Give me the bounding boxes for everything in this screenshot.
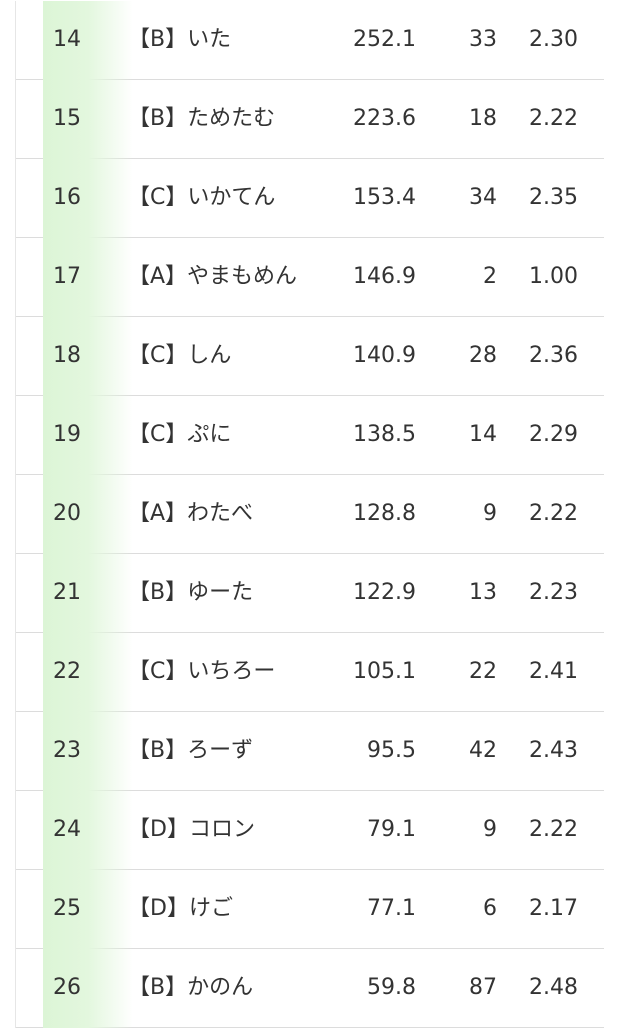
table-row: 21 【B】ゆーた 122.9 13 2.23 bbox=[16, 554, 604, 633]
score: 140.9 bbox=[353, 343, 416, 368]
average: 2.35 bbox=[529, 185, 578, 210]
rank: 21 bbox=[53, 580, 81, 605]
average: 2.17 bbox=[529, 896, 578, 921]
player-name: 【C】しん bbox=[128, 343, 232, 368]
count: 22 bbox=[469, 659, 497, 684]
rank: 26 bbox=[53, 975, 81, 1000]
player-name: 【C】いちろー bbox=[128, 659, 276, 684]
player-name: 【B】かのん bbox=[128, 975, 254, 1000]
average: 2.22 bbox=[529, 501, 578, 526]
count: 28 bbox=[469, 343, 497, 368]
player-name: 【D】けご bbox=[128, 896, 233, 921]
count: 9 bbox=[483, 817, 497, 842]
rank-highlight bbox=[43, 80, 133, 159]
rank: 14 bbox=[53, 27, 81, 52]
rank: 24 bbox=[53, 817, 81, 842]
score: 138.5 bbox=[353, 422, 416, 447]
score: 223.6 bbox=[353, 106, 416, 131]
score: 122.9 bbox=[353, 580, 416, 605]
rank-highlight bbox=[43, 554, 133, 633]
player-name: 【B】いた bbox=[128, 27, 232, 52]
average: 2.30 bbox=[529, 27, 578, 52]
table-row: 17 【A】やまもめん 146.9 2 1.00 bbox=[16, 238, 604, 317]
rank: 15 bbox=[53, 106, 81, 131]
average: 2.23 bbox=[529, 580, 578, 605]
count: 13 bbox=[469, 580, 497, 605]
count: 6 bbox=[483, 896, 497, 921]
table-row: 25 【D】けご 77.1 6 2.17 bbox=[16, 870, 604, 949]
rank: 20 bbox=[53, 501, 81, 526]
score: 146.9 bbox=[353, 264, 416, 289]
count: 33 bbox=[469, 27, 497, 52]
count: 87 bbox=[469, 975, 497, 1000]
average: 1.00 bbox=[529, 264, 578, 289]
count: 34 bbox=[469, 185, 497, 210]
table-row: 22 【C】いちろー 105.1 22 2.41 bbox=[16, 633, 604, 712]
average: 2.43 bbox=[529, 738, 578, 763]
player-name: 【A】やまもめん bbox=[128, 264, 298, 289]
score: 77.1 bbox=[367, 896, 416, 921]
player-name: 【D】コロン bbox=[128, 817, 255, 842]
average: 2.41 bbox=[529, 659, 578, 684]
table-row: 19 【C】ぷに 138.5 14 2.29 bbox=[16, 396, 604, 475]
rank-highlight bbox=[43, 1, 133, 80]
table-row: 14 【B】いた 252.1 33 2.30 bbox=[16, 1, 604, 80]
table-row: 24 【D】コロン 79.1 9 2.22 bbox=[16, 791, 604, 870]
score: 59.8 bbox=[367, 975, 416, 1000]
table-row: 18 【C】しん 140.9 28 2.36 bbox=[16, 317, 604, 396]
count: 14 bbox=[469, 422, 497, 447]
rank: 23 bbox=[53, 738, 81, 763]
rank-highlight bbox=[43, 949, 133, 1028]
rank-highlight bbox=[43, 238, 133, 317]
average: 2.22 bbox=[529, 817, 578, 842]
player-name: 【B】ためたむ bbox=[128, 106, 276, 131]
score: 252.1 bbox=[353, 27, 416, 52]
average: 2.29 bbox=[529, 422, 578, 447]
ranking-table: 14 【B】いた 252.1 33 2.30 15 【B】ためたむ 223.6 18 2.22 16… bbox=[15, 1, 604, 1028]
count: 2 bbox=[483, 264, 497, 289]
rank-highlight bbox=[43, 633, 133, 712]
rank: 19 bbox=[53, 422, 81, 447]
rank: 17 bbox=[53, 264, 81, 289]
score: 153.4 bbox=[353, 185, 416, 210]
count: 9 bbox=[483, 501, 497, 526]
player-name: 【C】いかてん bbox=[128, 185, 276, 210]
score: 79.1 bbox=[367, 817, 416, 842]
score: 105.1 bbox=[353, 659, 416, 684]
average: 2.48 bbox=[529, 975, 578, 1000]
player-name: 【B】ろーず bbox=[128, 738, 254, 763]
rank: 18 bbox=[53, 343, 81, 368]
table-row: 23 【B】ろーず 95.5 42 2.43 bbox=[16, 712, 604, 791]
table-row: 26 【B】かのん 59.8 87 2.48 bbox=[16, 949, 604, 1028]
player-name: 【C】ぷに bbox=[128, 422, 232, 447]
rank-highlight bbox=[43, 712, 133, 791]
average: 2.22 bbox=[529, 106, 578, 131]
score: 95.5 bbox=[367, 738, 416, 763]
table-row: 20 【A】わたべ 128.8 9 2.22 bbox=[16, 475, 604, 554]
table-row: 16 【C】いかてん 153.4 34 2.35 bbox=[16, 159, 604, 238]
player-name: 【B】ゆーた bbox=[128, 580, 254, 605]
rank: 22 bbox=[53, 659, 81, 684]
rank-highlight bbox=[43, 159, 133, 238]
rank-highlight bbox=[43, 475, 133, 554]
rank-highlight bbox=[43, 791, 133, 870]
table-row: 15 【B】ためたむ 223.6 18 2.22 bbox=[16, 80, 604, 159]
count: 18 bbox=[469, 106, 497, 131]
rank-highlight bbox=[43, 396, 133, 475]
average: 2.36 bbox=[529, 343, 578, 368]
score: 128.8 bbox=[353, 501, 416, 526]
rank-highlight bbox=[43, 870, 133, 949]
player-name: 【A】わたべ bbox=[128, 501, 254, 526]
count: 42 bbox=[469, 738, 497, 763]
rank: 25 bbox=[53, 896, 81, 921]
rank: 16 bbox=[53, 185, 81, 210]
rank-highlight bbox=[43, 317, 133, 396]
